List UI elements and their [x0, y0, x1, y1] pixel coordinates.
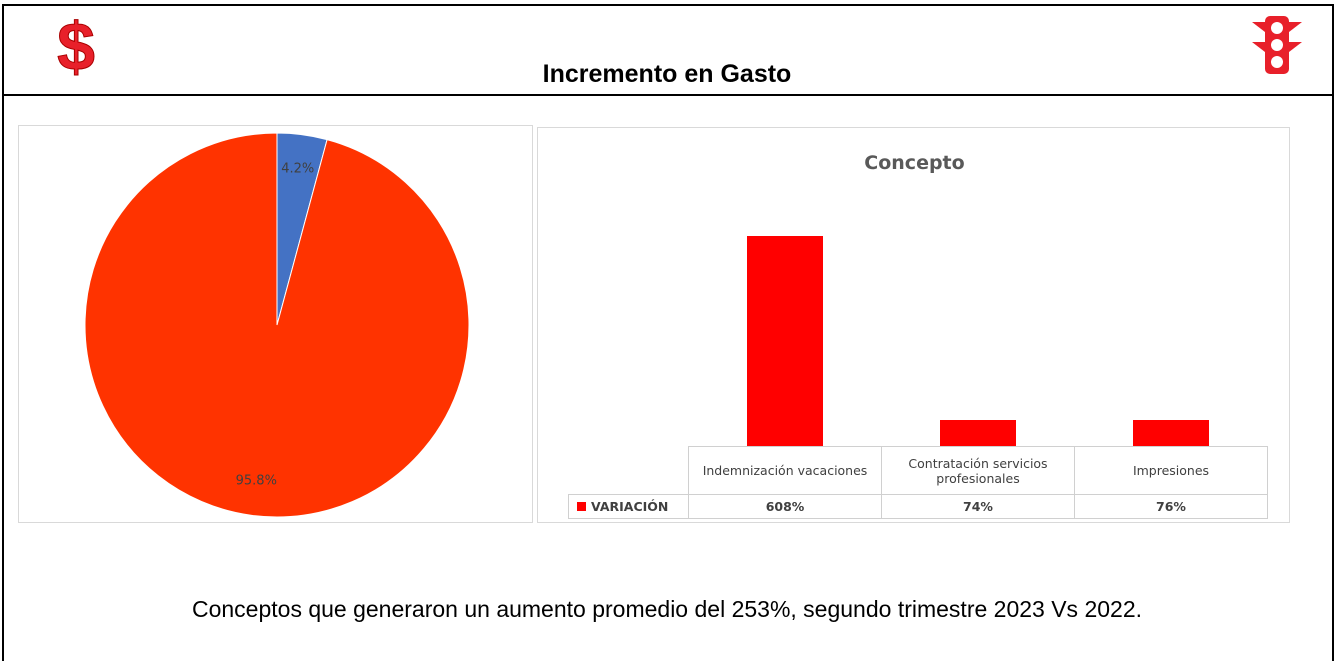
bar	[747, 236, 823, 446]
category-label: Indemnización vacaciones	[688, 446, 882, 495]
header-divider	[2, 94, 1332, 96]
page-title: Incremento en Gasto	[0, 60, 1334, 89]
legend-cell: VARIACIÓN	[568, 494, 689, 519]
page: $ Incremento en Gasto 4.2%95.8% Concepto…	[0, 0, 1334, 661]
bar	[1133, 420, 1209, 446]
value-label: 74%	[881, 494, 1075, 519]
chart-title: Concepto	[538, 152, 1291, 174]
bar	[940, 420, 1016, 446]
category-label: Impresiones	[1074, 446, 1268, 495]
value-label: 76%	[1074, 494, 1268, 519]
value-label: 608%	[688, 494, 882, 519]
slice-label: 4.2%	[281, 161, 314, 176]
slice-label: 95.8%	[236, 474, 277, 489]
footer-text: Conceptos que generaron un aumento prome…	[0, 596, 1334, 623]
legend-swatch	[577, 502, 586, 511]
pie-chart: 4.2% 95.8%	[18, 125, 533, 523]
category-label: Contratación servicios profesionales	[881, 446, 1075, 495]
legend-label: VARIACIÓN	[591, 499, 668, 514]
pie-slice	[85, 133, 469, 517]
